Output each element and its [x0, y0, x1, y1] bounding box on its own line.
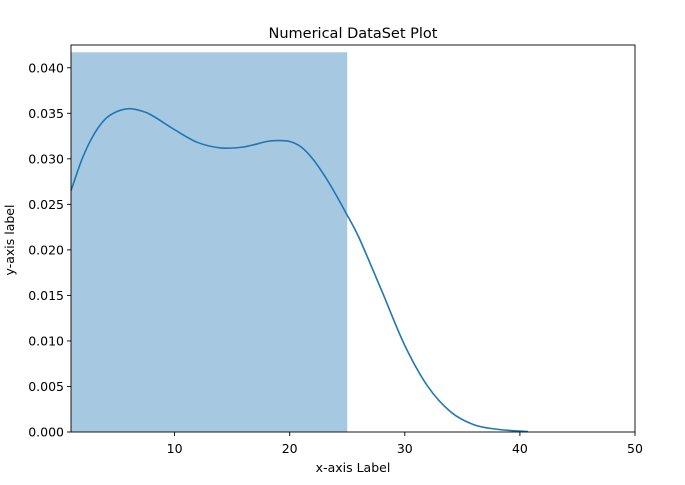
- x-tick-label: 50: [627, 441, 643, 456]
- y-tick-label: 0.030: [28, 151, 64, 166]
- y-tick-label: 0.000: [28, 425, 64, 440]
- kde-line: [70, 107, 529, 433]
- y-tick-label: 0.035: [28, 106, 64, 121]
- x-axis-ticks: 10 20 30 40 50: [167, 432, 643, 456]
- y-axis-label: y-axis label: [2, 205, 17, 276]
- x-axis-label: x-axis Label: [316, 460, 391, 475]
- y-tick-label: 0.020: [28, 242, 64, 257]
- x-tick-label: 40: [512, 441, 528, 456]
- y-tick-label: 0.040: [28, 60, 64, 75]
- x-tick-label: 20: [282, 441, 298, 456]
- y-axis-ticks: 0.000 0.005 0.010 0.015 0.020 0.025 0.030 0.035…: [28, 60, 71, 440]
- plot-frame: [70, 44, 636, 433]
- y-tick-label: 0.005: [28, 379, 64, 394]
- y-tick-label: 0.010: [28, 333, 64, 348]
- y-tick-label: 0.015: [28, 288, 64, 303]
- x-tick-label: 10: [167, 441, 183, 456]
- y-tick-label: 0.025: [28, 197, 64, 212]
- histogram-bar: [71, 52, 348, 433]
- chart-title: Numerical DataSet Plot: [269, 26, 438, 42]
- plot-area: [70, 44, 636, 433]
- x-tick-label: 30: [397, 441, 413, 456]
